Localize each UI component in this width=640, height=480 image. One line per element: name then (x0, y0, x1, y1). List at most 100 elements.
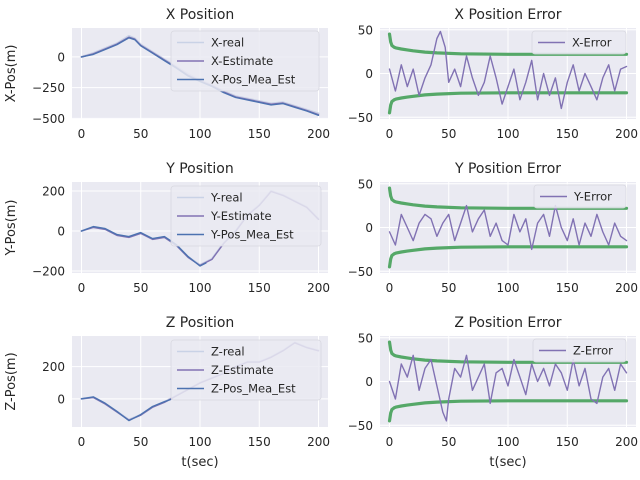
y-position-error-series-bound-0 (387, 186, 629, 210)
x-position-error-legend: X-Error (531, 30, 627, 55)
x-position-error-y-tick-label: 0 (365, 67, 373, 81)
y-position-y-tick-label: 200 (42, 185, 65, 199)
z-position-error-x-tick-label: 50 (441, 435, 456, 449)
x-position-y-tick-label: 0 (57, 50, 65, 64)
z-position-x-tick-label: 0 (78, 435, 86, 449)
x-position-legend-label: X-Estimate (211, 54, 273, 68)
z-position-legend-label: Z-real (211, 345, 245, 359)
z-position-error-x-tick-label: 100 (497, 435, 520, 449)
y-position-error-title: Y Position Error (454, 161, 561, 177)
y-position-y-axis-label: Y-Pos(m) (4, 200, 19, 257)
z-position-error-x-tick-label: 200 (615, 435, 638, 449)
x-position-error-x-tick-label: 0 (386, 127, 394, 141)
z-position-error-series-group (387, 340, 629, 423)
y-position-legend: Y-real Y-Estimate Y-Pos_Mea_Est (170, 185, 322, 247)
z-position-error-series-bound-0 (387, 340, 629, 364)
y-position-error-legend-label: Y-Error (573, 190, 612, 204)
z-position-error-legend-label: Z-Error (573, 344, 613, 358)
x-position-x-tick-label: 100 (189, 127, 212, 141)
y-position-legend-label: Y-Estimate (210, 209, 272, 223)
y-position-x-tick-label: 100 (189, 281, 212, 295)
y-position-title: Y Position (165, 161, 234, 177)
z-position-error-y-tick-label: −50 (348, 419, 373, 433)
z-position-title: Z Position (166, 315, 235, 331)
x-position-legend: X-real X-Estimate X-Pos_Mea_Est (170, 30, 320, 92)
y-position-legend-box (170, 185, 322, 247)
x-position-error-x-tick-label: 50 (441, 127, 456, 141)
y-position-error-series-group (387, 186, 629, 269)
z-position-error-panel: 0 50 100 150 200 −50 0 50 Z Position Error t(sec)… (348, 315, 638, 470)
y-position-legend-label: Y-real (210, 191, 243, 205)
y-position-error-series-bound-1 (387, 245, 629, 269)
x-position-x-tick-label: 50 (133, 127, 148, 141)
y-position-y-tick-label: −200 (32, 265, 65, 279)
x-position-y-tick-label: −500 (32, 112, 65, 126)
y-position-error-x-tick-label: 200 (615, 281, 638, 295)
x-position-error-x-tick-label: 200 (615, 127, 638, 141)
y-position-error-y-tick-label: 0 (365, 221, 373, 235)
z-position-error-x-tick-label: 0 (386, 435, 394, 449)
y-position-legend-label: Y-Pos_Mea_Est (210, 228, 294, 242)
z-position-panel: 0 50 100 150 200 0 200 Z Position Z-Pos(m) t(sec)… (4, 315, 330, 470)
y-position-error-panel: 0 50 100 150 200 −50 0 50 Y Position Error Y-Erro… (348, 161, 638, 295)
x-position-error-series-bound-0 (387, 32, 629, 56)
z-position-legend-label: Z-Pos_Mea_Est (211, 382, 296, 396)
z-position-x-tick-label: 100 (189, 435, 212, 449)
z-position-series-z-pos_mea_est (80, 396, 172, 422)
x-position-error-panel: 0 50 100 150 200 −50 0 50 X Position Error X-Erro… (348, 7, 638, 141)
z-position-x-axis-label: t(sec) (181, 455, 218, 470)
x-position-error-y-tick-label: 50 (358, 23, 373, 37)
x-position-x-tick-label: 150 (248, 127, 271, 141)
y-position-y-tick-label: 0 (57, 225, 65, 239)
z-position-y-tick-label: 0 (57, 392, 65, 406)
x-position-error-series-group (387, 30, 629, 115)
y-position-x-tick-label: 200 (307, 281, 330, 295)
y-position-error-legend-box (533, 184, 627, 209)
z-position-error-legend: Z-Error (532, 338, 627, 363)
z-position-legend: Z-real Z-Estimate Z-Pos_Mea_Est (170, 339, 322, 401)
x-position-x-tick-label: 200 (307, 127, 330, 141)
y-position-x-tick-label: 150 (248, 281, 271, 295)
z-position-legend-label: Z-Estimate (211, 363, 274, 377)
z-position-x-tick-label: 150 (248, 435, 271, 449)
x-position-legend-box (170, 30, 320, 92)
y-position-error-series-y-error (388, 204, 628, 251)
x-position-panel: 0 50 100 150 200 −500 −250 0 X Position X-Pos(m) X… (4, 7, 330, 141)
z-position-x-tick-label: 200 (307, 435, 330, 449)
x-position-y-tick-label: −250 (32, 81, 65, 95)
y-position-error-x-tick-label: 0 (386, 281, 394, 295)
x-position-error-x-tick-label: 150 (556, 127, 579, 141)
z-position-y-tick-label: 200 (42, 360, 65, 374)
y-position-error-x-tick-label: 100 (497, 281, 520, 295)
y-position-error-x-tick-label: 50 (441, 281, 456, 295)
z-position-x-tick-label: 50 (133, 435, 148, 449)
x-position-title: X Position (166, 7, 235, 23)
y-position-panel: 0 50 100 150 200 −200 0 200 Y Position Y-Pos(m) Y-… (4, 161, 330, 295)
x-position-x-tick-label: 0 (78, 127, 86, 141)
y-position-error-y-tick-label: 50 (358, 177, 373, 191)
z-position-error-y-tick-label: 50 (358, 331, 373, 345)
z-position-error-title: Z Position Error (454, 315, 561, 331)
y-position-error-y-tick-label: −50 (348, 265, 373, 279)
x-position-y-axis-label: X-Pos(m) (4, 45, 19, 103)
y-position-x-tick-label: 50 (133, 281, 148, 295)
x-position-error-y-tick-label: −50 (348, 111, 373, 125)
y-position-x-tick-label: 0 (78, 281, 86, 295)
z-position-error-x-tick-label: 150 (556, 435, 579, 449)
z-position-error-series-z-error (388, 354, 628, 422)
x-position-error-legend-box (531, 30, 627, 55)
z-position-error-x-axis-label: t(sec) (489, 455, 526, 470)
z-position-legend-box (170, 339, 322, 401)
z-position-error-series-bound-1 (387, 399, 629, 423)
z-position-error-legend-box (532, 338, 627, 363)
y-position-error-legend: Y-Error (533, 184, 627, 209)
x-position-error-x-tick-label: 100 (497, 127, 520, 141)
z-position-y-axis-label: Z-Pos(m) (4, 352, 19, 410)
x-position-error-legend-label: X-Error (572, 36, 612, 50)
y-position-series-y-pos_mea_est (80, 225, 207, 267)
y-position-error-x-tick-label: 150 (556, 281, 579, 295)
x-position-legend-label: X-Pos_Mea_Est (211, 73, 296, 87)
x-position-error-title: X Position Error (454, 7, 561, 23)
x-position-error-series-x-error (388, 30, 628, 110)
